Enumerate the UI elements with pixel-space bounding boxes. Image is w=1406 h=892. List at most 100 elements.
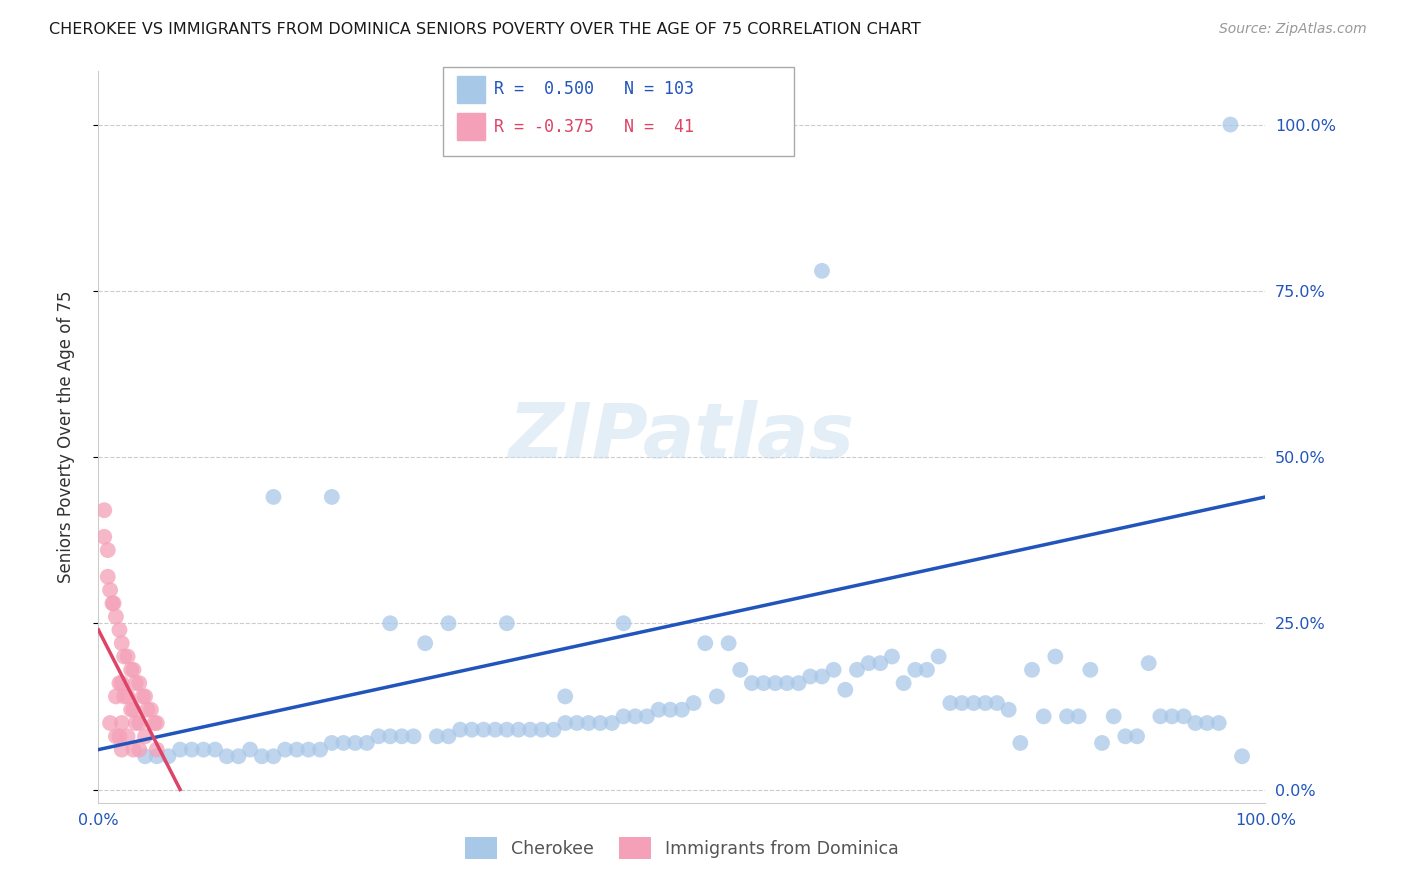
- Point: [117, 649, 139, 664]
- Point: [108, 729, 131, 743]
- Point: [811, 264, 834, 278]
- Point: [717, 636, 740, 650]
- Point: [122, 663, 145, 677]
- Point: [391, 729, 413, 743]
- Point: [285, 742, 308, 756]
- Point: [146, 742, 169, 756]
- Point: [776, 676, 799, 690]
- Point: [1045, 649, 1067, 664]
- Point: [636, 709, 658, 723]
- Point: [472, 723, 495, 737]
- Point: [846, 663, 869, 677]
- Point: [146, 749, 169, 764]
- Point: [1067, 709, 1090, 723]
- Point: [986, 696, 1008, 710]
- Point: [120, 703, 142, 717]
- Point: [104, 729, 127, 743]
- Point: [578, 716, 600, 731]
- Point: [624, 709, 647, 723]
- Point: [659, 703, 682, 717]
- Point: [228, 749, 250, 764]
- Point: [112, 690, 135, 704]
- Point: [437, 616, 460, 631]
- Point: [98, 716, 121, 731]
- Point: [939, 696, 962, 710]
- Point: [647, 703, 669, 717]
- Text: Source: ZipAtlas.com: Source: ZipAtlas.com: [1219, 22, 1367, 37]
- Point: [496, 616, 519, 631]
- Point: [413, 636, 436, 650]
- Point: [1021, 663, 1043, 677]
- Point: [93, 503, 115, 517]
- Point: [1114, 729, 1136, 743]
- Point: [134, 729, 156, 743]
- Point: [496, 723, 519, 737]
- Point: [1137, 656, 1160, 670]
- Point: [128, 716, 150, 731]
- Point: [180, 742, 202, 756]
- Point: [128, 742, 150, 756]
- Point: [682, 696, 704, 710]
- Point: [262, 490, 284, 504]
- Point: [484, 723, 506, 737]
- Point: [321, 736, 343, 750]
- Point: [1208, 716, 1230, 731]
- Point: [93, 530, 115, 544]
- Point: [117, 690, 139, 704]
- Point: [950, 696, 973, 710]
- Point: [134, 690, 156, 704]
- Point: [880, 649, 903, 664]
- Point: [974, 696, 997, 710]
- Point: [250, 749, 273, 764]
- Point: [128, 676, 150, 690]
- Point: [823, 663, 845, 677]
- Point: [1102, 709, 1125, 723]
- Point: [274, 742, 297, 756]
- Point: [1161, 709, 1184, 723]
- Point: [321, 490, 343, 504]
- Point: [380, 616, 402, 631]
- Point: [1195, 716, 1218, 731]
- Point: [834, 682, 856, 697]
- Point: [136, 703, 159, 717]
- Point: [519, 723, 541, 737]
- Point: [589, 716, 612, 731]
- Point: [239, 742, 262, 756]
- Point: [613, 709, 636, 723]
- Point: [915, 663, 938, 677]
- Point: [763, 676, 786, 690]
- Point: [554, 690, 576, 704]
- Point: [600, 716, 623, 731]
- Point: [530, 723, 553, 737]
- Point: [1080, 663, 1102, 677]
- Point: [111, 742, 134, 756]
- Point: [332, 736, 354, 750]
- Point: [344, 736, 367, 750]
- Point: [1173, 709, 1195, 723]
- Text: R =  0.500   N = 103: R = 0.500 N = 103: [494, 80, 693, 98]
- Point: [125, 676, 148, 690]
- Point: [1010, 736, 1032, 750]
- Point: [101, 596, 124, 610]
- Point: [120, 663, 142, 677]
- Point: [1126, 729, 1149, 743]
- Point: [554, 716, 576, 731]
- Point: [1149, 709, 1171, 723]
- Point: [565, 716, 588, 731]
- Point: [143, 716, 166, 731]
- Point: [869, 656, 891, 670]
- Point: [125, 716, 148, 731]
- Point: [426, 729, 449, 743]
- Point: [1091, 736, 1114, 750]
- Point: [297, 742, 319, 756]
- Point: [730, 663, 752, 677]
- Point: [437, 729, 460, 743]
- Point: [356, 736, 378, 750]
- Legend: Cherokee, Immigrants from Dominica: Cherokee, Immigrants from Dominica: [457, 829, 907, 867]
- Point: [741, 676, 763, 690]
- Point: [367, 729, 389, 743]
- Point: [799, 669, 821, 683]
- Point: [139, 703, 162, 717]
- Point: [904, 663, 927, 677]
- Text: R = -0.375   N =  41: R = -0.375 N = 41: [494, 118, 693, 136]
